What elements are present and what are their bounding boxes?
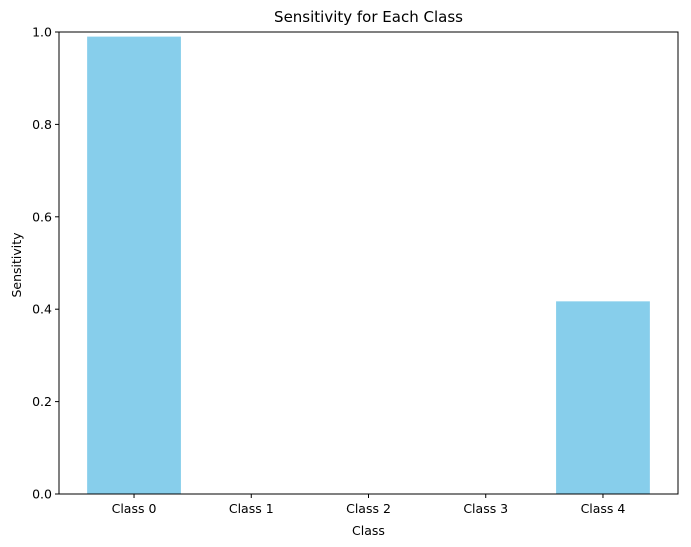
x-axis: Class 0 Class 1 Class 2 Class 3 Class 4 (112, 494, 626, 516)
x-tick-label: Class 1 (229, 501, 274, 516)
y-tick-label: 1.0 (32, 25, 52, 40)
chart-title: Sensitivity for Each Class (274, 8, 463, 26)
x-tick-label: Class 4 (581, 501, 626, 516)
y-tick-label: 0.2 (32, 394, 52, 409)
bar-class-0 (87, 36, 181, 495)
bars-group (87, 36, 650, 495)
x-tick-label: Class 3 (463, 501, 508, 516)
y-axis: 0.0 0.2 0.4 0.6 0.8 1.0 (32, 25, 59, 502)
y-tick-label: 0.0 (32, 487, 52, 502)
x-axis-label: Class (352, 523, 385, 538)
x-tick-label: Class 0 (112, 501, 157, 516)
y-axis-label: Sensitivity (9, 232, 24, 298)
x-tick-label: Class 2 (346, 501, 391, 516)
y-tick-label: 0.6 (32, 209, 52, 224)
plot-frame (58, 31, 679, 495)
y-tick-label: 0.4 (32, 302, 52, 317)
y-tick-label: 0.8 (32, 117, 52, 132)
bar-class-4 (556, 301, 650, 494)
